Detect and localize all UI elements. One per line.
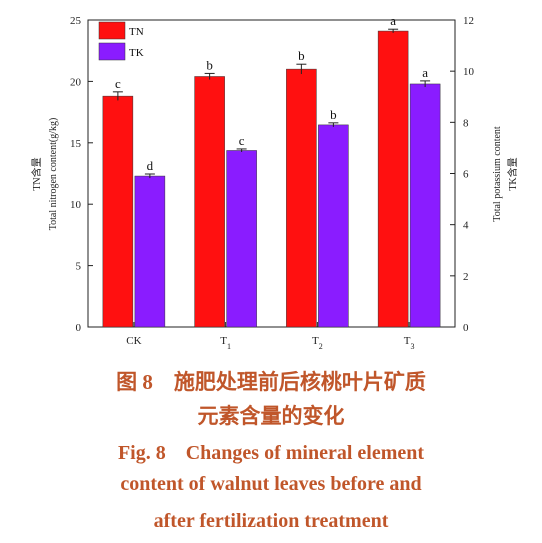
left-axis-ticks: 0 5 10 15 20 25 bbox=[70, 15, 93, 334]
left-tick-label: 5 bbox=[76, 261, 82, 273]
significance-label: c bbox=[115, 76, 121, 91]
bars: c d b c b b a a bbox=[102, 13, 441, 328]
right-tick-label: 10 bbox=[463, 66, 475, 78]
x-tick-label: T2 bbox=[312, 335, 323, 351]
left-tick-label: 15 bbox=[70, 138, 82, 150]
caption-en-line-2: content of walnut leaves before and bbox=[120, 473, 422, 495]
legend: TN TK bbox=[98, 21, 144, 61]
caption-zh-line-2: 元素含量的变化 bbox=[197, 404, 345, 428]
legend-swatch-tk bbox=[98, 42, 126, 61]
x-tick-label: T1 bbox=[220, 335, 231, 351]
caption-zh-line-1: 图 8 施肥处理前后核桃叶片矿质 bbox=[116, 370, 426, 394]
bar-tk-ck bbox=[134, 175, 166, 328]
caption-en-line-1: Fig. 8 Changes of mineral element bbox=[117, 442, 425, 464]
legend-label-tk: TK bbox=[129, 47, 144, 59]
bar-tk-t3 bbox=[409, 83, 441, 328]
significance-label: a bbox=[422, 65, 428, 80]
significance-label: b bbox=[298, 48, 305, 63]
right-axis-ticks: 0 2 4 6 8 10 12 bbox=[450, 15, 475, 334]
significance-label: a bbox=[390, 13, 396, 28]
bar-tk-t2 bbox=[318, 124, 349, 328]
right-tick-label: 6 bbox=[463, 169, 469, 181]
right-tick-label: 0 bbox=[463, 322, 469, 334]
right-tick-label: 4 bbox=[463, 220, 469, 232]
bar-tn-t3 bbox=[377, 30, 409, 328]
right-tick-label: 8 bbox=[463, 117, 469, 129]
caption-en-line-3: after fertilization treatment bbox=[153, 510, 389, 532]
right-tick-label: 12 bbox=[463, 15, 474, 27]
significance-label: c bbox=[239, 133, 245, 148]
x-axis-ticks: CK T1 T2 T3 bbox=[126, 322, 414, 351]
significance-label: d bbox=[147, 158, 154, 173]
bar-tn-ck bbox=[102, 95, 134, 328]
x-tick-label: CK bbox=[126, 335, 141, 347]
legend-swatch-tn bbox=[98, 21, 126, 40]
right-axis-title-en: Total potassium content bbox=[492, 126, 503, 222]
bar-tn-t1 bbox=[194, 76, 225, 328]
left-tick-label: 25 bbox=[70, 15, 82, 27]
significance-label: b bbox=[330, 107, 337, 122]
left-axis-title-en: Total nitrogen content(g/kg) bbox=[48, 118, 59, 231]
x-tick-label: T3 bbox=[404, 335, 415, 351]
left-tick-label: 20 bbox=[70, 76, 82, 88]
left-axis-title-zh: TN含量 bbox=[30, 157, 43, 190]
legend-label-tn: TN bbox=[129, 26, 144, 38]
right-tick-label: 2 bbox=[463, 271, 469, 283]
left-tick-label: 10 bbox=[70, 199, 82, 211]
significance-label: b bbox=[206, 57, 213, 72]
bar-tk-t1 bbox=[226, 150, 257, 328]
left-tick-label: 0 bbox=[76, 322, 82, 334]
right-axis-title-zh: TK含量 bbox=[506, 157, 519, 190]
bar-tn-t2 bbox=[286, 68, 317, 328]
bar-chart: 0 5 10 15 20 25 0 2 4 6 8 10 12 CK T1 T2 T3 c d b c b b a a T… bbox=[30, 13, 519, 351]
